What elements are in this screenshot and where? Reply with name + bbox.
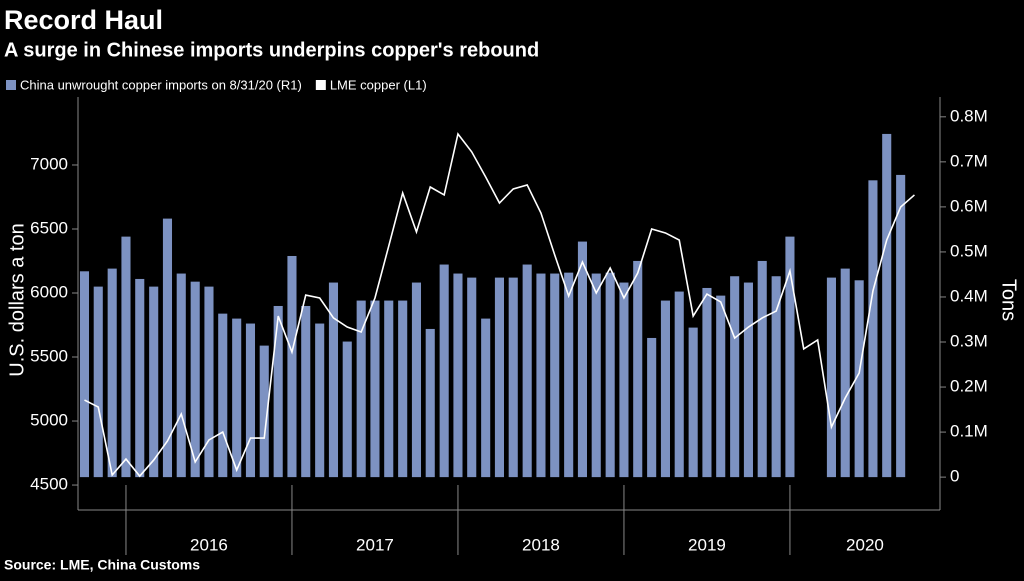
bar xyxy=(522,264,532,478)
bar xyxy=(633,260,643,478)
bar xyxy=(411,282,422,478)
legend-label: China unwrought copper imports on 8/31/2… xyxy=(20,77,302,92)
bar xyxy=(550,273,560,478)
bar xyxy=(232,318,242,478)
bar xyxy=(840,268,850,478)
y2-tick-label: 0.4M xyxy=(950,286,988,305)
bar xyxy=(176,273,186,478)
bar xyxy=(149,286,159,478)
y-tick-label: 5500 xyxy=(30,346,68,365)
x-tick-label: 2020 xyxy=(846,535,884,554)
chart-subtitle: A surge in Chinese imports underpins cop… xyxy=(4,39,539,61)
bar xyxy=(356,300,366,478)
bar xyxy=(121,236,131,478)
y-tick-label: 4500 xyxy=(30,475,68,494)
bar xyxy=(328,282,339,478)
x-tick-label: 2017 xyxy=(356,535,394,554)
bar xyxy=(716,295,726,478)
bar xyxy=(93,286,103,478)
line xyxy=(84,132,915,478)
bar xyxy=(439,264,449,478)
bar xyxy=(785,236,795,478)
legend-swatch xyxy=(315,80,326,90)
bar xyxy=(135,278,145,478)
legend-label: LME copper (L1) xyxy=(330,77,427,92)
y2-axis-title: Tons xyxy=(998,279,1020,321)
bar xyxy=(398,300,408,478)
bar xyxy=(481,318,491,478)
source: Source: LME, China Customs xyxy=(4,557,200,573)
y-tick-label: 7000 xyxy=(30,154,68,173)
x-tick-label: 2019 xyxy=(688,535,726,554)
y2-tick-label: 0.6M xyxy=(950,196,988,215)
bar xyxy=(882,133,892,478)
bar xyxy=(702,287,712,478)
bar xyxy=(896,174,906,478)
bar xyxy=(730,276,740,478)
bar xyxy=(494,277,505,478)
bar xyxy=(342,341,352,478)
y2-tick-label: 0.8M xyxy=(950,106,988,125)
y2-tick-label: 0.3M xyxy=(950,331,988,350)
bar xyxy=(674,291,684,478)
bar xyxy=(605,272,615,478)
bar xyxy=(771,276,781,478)
bar xyxy=(826,277,836,478)
bar xyxy=(79,271,90,478)
chart-title: Record Haul xyxy=(4,5,163,35)
bar xyxy=(688,327,698,478)
y-axis-title: U.S. dollars a ton xyxy=(6,223,28,376)
bar xyxy=(273,305,283,478)
bar xyxy=(259,345,269,478)
bar xyxy=(315,323,325,478)
y2-tick-label: 0.7M xyxy=(950,151,988,170)
bar xyxy=(218,313,228,478)
bar xyxy=(564,272,574,478)
bar xyxy=(743,282,753,478)
bar xyxy=(384,300,394,478)
bar xyxy=(591,273,601,478)
bar xyxy=(107,268,117,478)
bar xyxy=(204,286,214,478)
bar xyxy=(467,277,477,478)
x-tick-label: 2018 xyxy=(522,535,560,554)
y2-tick-label: 0.2M xyxy=(950,377,988,396)
bar xyxy=(453,273,463,478)
y-tick-label: 6000 xyxy=(30,282,68,301)
y2-tick-label: 0.1M xyxy=(950,422,988,441)
legend-swatch xyxy=(6,80,16,90)
y2-tick-label: 0 xyxy=(950,467,959,486)
bar xyxy=(660,300,670,478)
bar xyxy=(287,255,297,478)
bar xyxy=(508,277,518,478)
bar xyxy=(370,300,380,478)
bar xyxy=(757,260,767,478)
bar xyxy=(425,328,435,478)
bar xyxy=(854,280,864,478)
bar xyxy=(619,282,629,478)
bar xyxy=(647,337,657,478)
y-tick-label: 5000 xyxy=(30,411,68,430)
bar xyxy=(245,323,256,478)
bar xyxy=(301,305,311,478)
bar xyxy=(577,241,587,478)
y-tick-label: 6500 xyxy=(30,218,68,237)
bar xyxy=(868,180,878,478)
bar xyxy=(536,273,546,478)
bar xyxy=(162,218,173,478)
bar xyxy=(190,281,200,478)
y2-tick-label: 0.5M xyxy=(950,241,988,260)
x-tick-label: 2016 xyxy=(190,535,228,554)
